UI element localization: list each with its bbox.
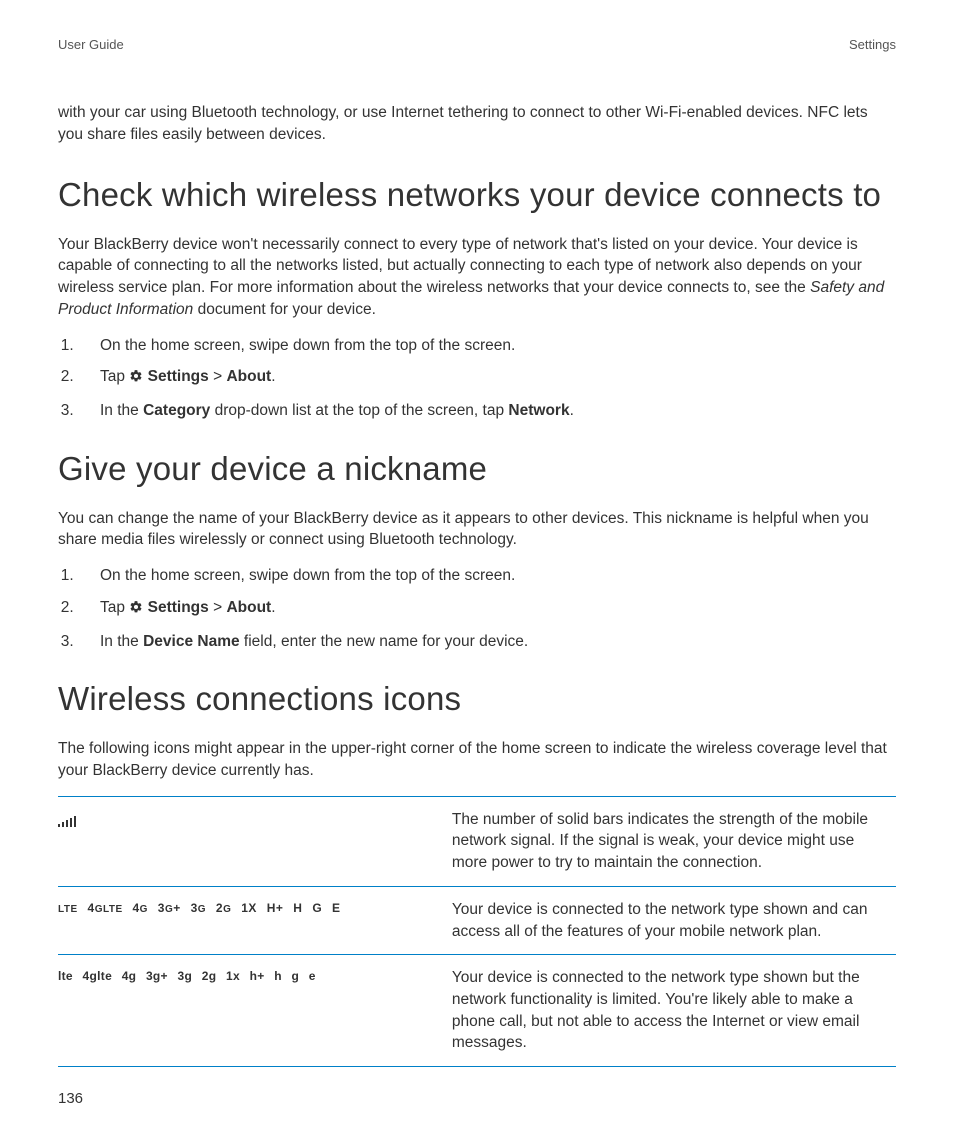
s2-step3-post: field, enter the new name for your devic… xyxy=(240,633,529,650)
step2-dot: . xyxy=(271,368,275,385)
step2-settings: Settings xyxy=(148,368,209,385)
net-2g: 2G xyxy=(216,901,231,915)
step2-gt: > xyxy=(209,368,227,385)
section2-step1: On the home screen, swipe down from the … xyxy=(78,565,896,587)
network-types-lower: lte 4glte 4g 3g+ 3g 2g 1x h+ h g e xyxy=(58,969,316,983)
section2-step3: In the Device Name field, enter the new … xyxy=(78,631,896,653)
section1-paragraph: Your BlackBerry device won't necessarily… xyxy=(58,234,896,321)
s2-step2-settings: Settings xyxy=(148,599,209,616)
signal-bars-icon-cell xyxy=(58,796,452,886)
netl-g: g xyxy=(291,969,299,983)
gear-icon xyxy=(129,368,143,390)
section3-paragraph: The following icons might appear in the … xyxy=(58,738,896,781)
section2-steps: On the home screen, swipe down from the … xyxy=(58,565,896,652)
section1-step1: On the home screen, swipe down from the … xyxy=(78,335,896,357)
net-hplus: H+ xyxy=(267,901,284,915)
section2-heading: Give your device a nickname xyxy=(58,446,896,492)
row2-desc: Your device is connected to the network … xyxy=(452,955,896,1067)
net-1x: 1X xyxy=(241,901,257,915)
netl-4g: 4g xyxy=(122,969,137,983)
net-4g: 4G xyxy=(132,901,147,915)
network-lower-cell: lte 4glte 4g 3g+ 3g 2g 1x h+ h g e xyxy=(58,955,452,1067)
signal-bars-icon xyxy=(58,809,78,827)
gear-icon xyxy=(129,599,143,621)
table-row: The number of solid bars indicates the s… xyxy=(58,796,896,886)
row0-desc: The number of solid bars indicates the s… xyxy=(452,796,896,886)
netl-3g: 3g xyxy=(178,969,193,983)
netl-lte: lte xyxy=(58,969,73,983)
section1-steps: On the home screen, swipe down from the … xyxy=(58,335,896,422)
header-left: User Guide xyxy=(58,36,124,54)
step3-b1: Category xyxy=(143,402,210,419)
netl-3gplus: 3g+ xyxy=(146,969,168,983)
row1-desc: Your device is connected to the network … xyxy=(452,886,896,954)
section1-step2: Tap Settings > About. xyxy=(78,366,896,390)
netl-1x: 1x xyxy=(226,969,240,983)
intro-paragraph: with your car using Bluetooth technology… xyxy=(58,102,896,145)
network-upper-cell: LTE 4GLTE 4G 3G+ 3G 2G 1X H+ H G E xyxy=(58,886,452,954)
s2-step2-about: About xyxy=(226,599,271,616)
icons-table: The number of solid bars indicates the s… xyxy=(58,796,896,1067)
page-number: 136 xyxy=(58,1088,83,1109)
section1-step3: In the Category drop-down list at the to… xyxy=(78,400,896,422)
step2-about: About xyxy=(226,368,271,385)
net-lte: LTE xyxy=(58,901,78,915)
step3-b2: Network xyxy=(508,402,569,419)
net-e: E xyxy=(332,901,341,915)
netl-h: h xyxy=(274,969,282,983)
netl-2g: 2g xyxy=(202,969,217,983)
section2-step2: Tap Settings > About. xyxy=(78,597,896,621)
section1-para-post: document for your device. xyxy=(193,301,376,318)
section1-para-pre: Your BlackBerry device won't necessarily… xyxy=(58,236,862,296)
page-header: User Guide Settings xyxy=(58,36,896,54)
net-h: H xyxy=(293,901,302,915)
netl-hplus: h+ xyxy=(250,969,265,983)
table-row: LTE 4GLTE 4G 3G+ 3G 2G 1X H+ H G E Your … xyxy=(58,886,896,954)
step3-mid: drop-down list at the top of the screen,… xyxy=(210,402,508,419)
network-types-upper: LTE 4GLTE 4G 3G+ 3G 2G 1X H+ H G E xyxy=(58,901,341,915)
net-g: G xyxy=(312,901,322,915)
net-4glte: 4GLTE xyxy=(88,901,123,915)
netl-4glte: 4glte xyxy=(83,969,113,983)
step2-pre: Tap xyxy=(100,368,129,385)
table-row: lte 4glte 4g 3g+ 3g 2g 1x h+ h g e Your … xyxy=(58,955,896,1067)
header-right: Settings xyxy=(849,36,896,54)
net-3g: 3G xyxy=(191,901,206,915)
section2-paragraph: You can change the name of your BlackBer… xyxy=(58,508,896,551)
s2-step2-dot: . xyxy=(271,599,275,616)
net-3gplus: 3G+ xyxy=(158,901,181,915)
s2-step3-pre: In the xyxy=(100,633,143,650)
step3-pre: In the xyxy=(100,402,143,419)
step3-dot: . xyxy=(570,402,574,419)
s2-step2-gt: > xyxy=(209,599,227,616)
s2-step3-b1: Device Name xyxy=(143,633,240,650)
s2-step2-pre: Tap xyxy=(100,599,129,616)
section3-heading: Wireless connections icons xyxy=(58,676,896,722)
netl-e: e xyxy=(309,969,316,983)
section1-heading: Check which wireless networks your devic… xyxy=(58,172,896,218)
